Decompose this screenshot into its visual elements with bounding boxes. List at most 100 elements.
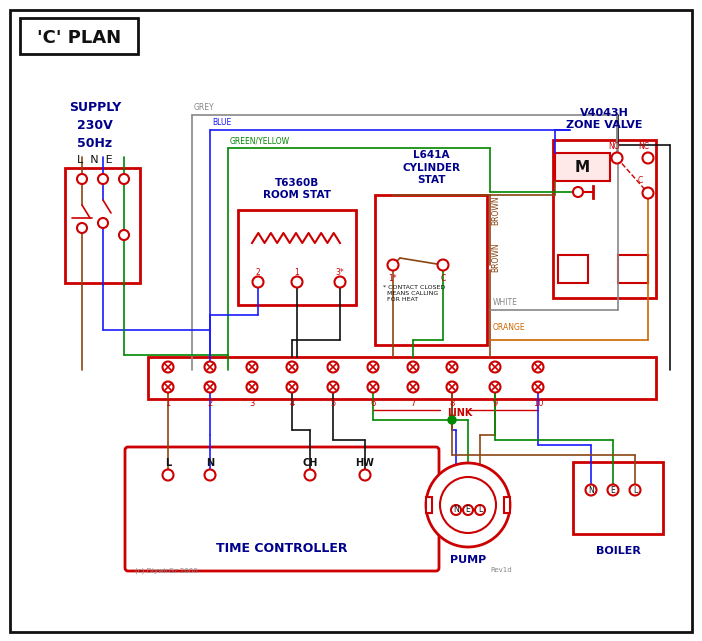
Bar <box>504 497 510 513</box>
Text: M: M <box>574 160 590 174</box>
Circle shape <box>451 505 461 515</box>
Circle shape <box>204 469 216 481</box>
Text: GREY: GREY <box>194 103 215 112</box>
Text: C: C <box>440 274 446 283</box>
Text: BROWN: BROWN <box>491 242 500 272</box>
Circle shape <box>630 485 640 495</box>
Circle shape <box>407 381 418 392</box>
Text: 2: 2 <box>256 267 260 276</box>
Circle shape <box>585 485 597 495</box>
Circle shape <box>253 276 263 288</box>
Circle shape <box>463 505 473 515</box>
Text: C: C <box>638 176 643 185</box>
Text: 1*: 1* <box>389 274 397 283</box>
Text: (c) DiywirGz 2000: (c) DiywirGz 2000 <box>135 567 198 574</box>
Text: V4043H
ZONE VALVE: V4043H ZONE VALVE <box>566 108 642 130</box>
Circle shape <box>291 276 303 288</box>
Circle shape <box>359 469 371 481</box>
Circle shape <box>328 381 338 392</box>
Text: T6360B
ROOM STAT: T6360B ROOM STAT <box>263 178 331 200</box>
Circle shape <box>368 381 378 392</box>
Text: 1: 1 <box>166 399 171 408</box>
Text: PUMP: PUMP <box>450 555 486 565</box>
Text: CH: CH <box>303 458 318 468</box>
Circle shape <box>533 381 543 392</box>
Circle shape <box>607 485 618 495</box>
Bar <box>20 18 138 54</box>
Circle shape <box>204 381 216 392</box>
Text: 8: 8 <box>449 399 455 408</box>
Circle shape <box>446 381 458 392</box>
Text: * CONTACT CLOSED
  MEANS CALLING
  FOR HEAT: * CONTACT CLOSED MEANS CALLING FOR HEAT <box>383 285 445 302</box>
Text: 9: 9 <box>492 399 498 408</box>
Text: BLUE: BLUE <box>212 118 231 127</box>
Text: N: N <box>453 506 459 515</box>
Circle shape <box>426 463 510 547</box>
Circle shape <box>162 469 173 481</box>
Circle shape <box>77 174 87 184</box>
Text: NO: NO <box>608 142 620 151</box>
Circle shape <box>77 223 87 233</box>
Circle shape <box>611 153 623 163</box>
Circle shape <box>334 276 345 288</box>
Text: 10: 10 <box>533 399 543 408</box>
Text: 4: 4 <box>289 399 295 408</box>
Circle shape <box>489 362 501 372</box>
Text: 2: 2 <box>207 399 213 408</box>
Circle shape <box>407 362 418 372</box>
Circle shape <box>533 362 543 372</box>
Circle shape <box>162 362 173 372</box>
Text: 7: 7 <box>410 399 416 408</box>
Text: WHITE: WHITE <box>493 298 518 307</box>
Circle shape <box>98 218 108 228</box>
Bar <box>375 195 487 345</box>
Circle shape <box>642 153 654 163</box>
Circle shape <box>204 362 216 372</box>
Text: L641A
CYLINDER
STAT: L641A CYLINDER STAT <box>402 150 460 185</box>
Circle shape <box>286 381 298 392</box>
Circle shape <box>448 416 456 424</box>
Circle shape <box>437 260 449 271</box>
Text: L: L <box>633 485 637 494</box>
Bar <box>558 255 588 283</box>
Bar <box>573 462 663 534</box>
Bar <box>238 210 356 305</box>
Text: 6: 6 <box>371 399 376 408</box>
Text: TIME CONTROLLER: TIME CONTROLLER <box>216 542 347 554</box>
Text: GREEN/YELLOW: GREEN/YELLOW <box>230 136 290 145</box>
Text: 3: 3 <box>249 399 255 408</box>
Circle shape <box>162 381 173 392</box>
Circle shape <box>286 362 298 372</box>
Circle shape <box>440 477 496 533</box>
Text: 5: 5 <box>331 399 336 408</box>
Circle shape <box>475 505 485 515</box>
Text: SUPPLY
230V
50Hz: SUPPLY 230V 50Hz <box>69 101 121 149</box>
Circle shape <box>119 174 129 184</box>
Circle shape <box>489 381 501 392</box>
Circle shape <box>305 469 315 481</box>
Circle shape <box>119 230 129 240</box>
Bar <box>148 357 656 399</box>
Circle shape <box>98 174 108 184</box>
Text: ORANGE: ORANGE <box>493 323 526 332</box>
Bar <box>553 140 656 298</box>
Text: L: L <box>478 506 482 515</box>
Circle shape <box>388 260 399 271</box>
Circle shape <box>642 188 654 199</box>
Text: NC: NC <box>638 142 649 151</box>
Text: L: L <box>165 458 171 468</box>
FancyBboxPatch shape <box>125 447 439 571</box>
Circle shape <box>246 381 258 392</box>
Bar <box>65 168 140 283</box>
Text: E: E <box>465 506 470 515</box>
Circle shape <box>573 187 583 197</box>
Text: LINK: LINK <box>447 408 472 418</box>
Circle shape <box>246 362 258 372</box>
Bar <box>555 153 610 181</box>
Text: 1: 1 <box>295 267 299 276</box>
Text: HW: HW <box>355 458 374 468</box>
Text: E: E <box>611 485 616 494</box>
Bar <box>453 497 483 513</box>
Text: L  N  E: L N E <box>77 155 113 165</box>
Circle shape <box>446 362 458 372</box>
